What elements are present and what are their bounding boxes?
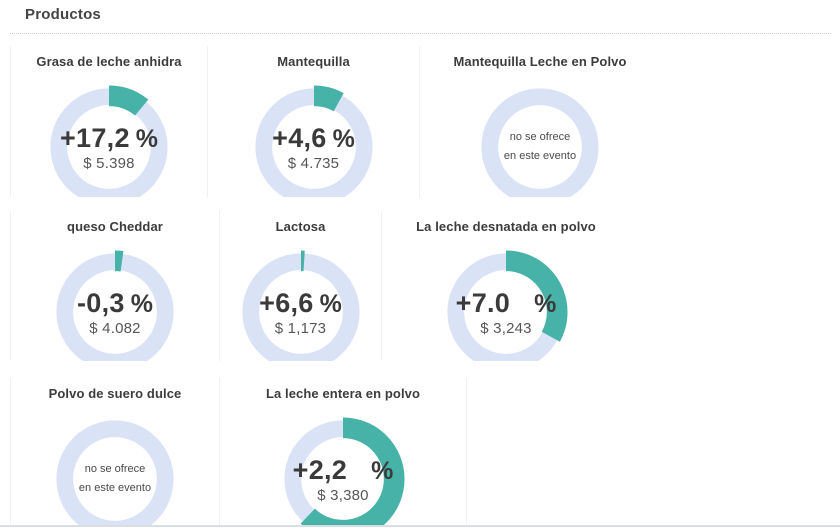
price-change-row: +6,6 % (259, 288, 342, 319)
price-change-value: -0,3 (77, 287, 125, 318)
product-row-2: queso Cheddar -0,3 % $ 4.082 (10, 211, 840, 361)
donut-svg (53, 417, 177, 525)
price-change-row: -0,3 % (77, 288, 153, 319)
product-title: La leche entera en polvo (265, 386, 421, 401)
donut-arc (47, 85, 171, 197)
donut-chart[interactable]: no se ofrece en este evento (476, 83, 604, 197)
product-title: Mantequilla (277, 54, 350, 69)
percent-sign: % (130, 289, 153, 318)
percent-sign: % (319, 289, 342, 318)
donut-svg (238, 250, 363, 361)
donut-center: +17,2 % $ 5.398 (45, 83, 173, 197)
note-line: no se ofrece (509, 130, 571, 143)
percent-sign: % (534, 289, 557, 318)
donut-svg (47, 85, 171, 197)
product-card: Polvo de suero dulce no se ofrece en est… (10, 378, 220, 525)
product-title: Polvo de suero dulce (48, 386, 182, 401)
average-price: $ 4.735 (287, 154, 340, 172)
donut-chart[interactable]: +2,2 % $ 3,380 (279, 415, 407, 525)
donut-chart[interactable]: +4,6 % $ 4.735 (250, 83, 378, 197)
donut-arc (281, 417, 405, 525)
price-change-row: +7.0 % (456, 288, 557, 319)
percent-sign: % (332, 124, 355, 153)
not-offered-note: no se ofrece en este evento (79, 460, 151, 499)
average-price: $ 3,380 (317, 486, 369, 504)
donut-center: -0,3 % $ 4.082 (51, 248, 179, 361)
header-divider (10, 33, 831, 34)
donut-svg (281, 417, 405, 525)
donut-ring (481, 88, 599, 197)
donut-arc (251, 85, 376, 197)
note-line: en este evento (503, 150, 577, 162)
donut-chart[interactable]: no se ofrece en este evento (51, 415, 179, 525)
product-title: queso Cheddar (67, 219, 163, 234)
product-card: Mantequilla +4,6 % $ 4.735 (208, 46, 420, 197)
donut-svg (53, 250, 177, 361)
not-offered-note: no se ofrece en este evento (504, 128, 576, 167)
page-title: Productos (25, 6, 101, 23)
product-card: Mantequilla Leche en Polvo no se ofrece … (420, 46, 660, 197)
product-card: queso Cheddar -0,3 % $ 4.082 (10, 211, 220, 361)
donut-ring (56, 420, 174, 525)
donut-center: no se ofrece en este evento (476, 83, 604, 197)
price-change-value: +17,2 (59, 122, 130, 153)
average-price: $ 3,243 (480, 319, 532, 337)
donut-arc (444, 250, 568, 361)
donut-chart[interactable]: +7.0 % $ 3,243 (442, 248, 570, 361)
note-line: no se ofrece (84, 462, 146, 475)
product-card: Lactosa +6,6 % $ 1,173 (220, 211, 382, 361)
price-change-value: +7.0 (455, 287, 511, 318)
donut-center: +4,6 % $ 4.735 (250, 83, 378, 197)
panel-bottom-border (0, 525, 840, 527)
donut-chart[interactable]: +17,2 % $ 5.398 (45, 83, 173, 197)
average-price: $ 1,173 (274, 319, 327, 337)
donut-chart[interactable]: +6,6 % $ 1,173 (237, 248, 365, 361)
price-change-row: +4,6 % (272, 123, 355, 154)
donut-svg (444, 250, 568, 361)
product-title: Grasa de leche anhidra (36, 54, 182, 69)
price-change-value: +2,2 (292, 454, 348, 485)
donut-svg (251, 85, 376, 197)
average-price: $ 4.082 (89, 319, 141, 337)
donut-arc (53, 250, 177, 361)
product-card: Grasa de leche anhidra +17,2 % $ 5.398 (10, 46, 208, 197)
donut-arc (238, 250, 363, 361)
donut-center: +7.0 % $ 3,243 (442, 248, 570, 361)
price-change-value: +4,6 (272, 122, 327, 153)
product-title: Lactosa (275, 219, 326, 234)
donut-center: +6,6 % $ 1,173 (237, 248, 365, 361)
product-title: Mantequilla Leche en Polvo (453, 54, 627, 69)
donut-center: no se ofrece en este evento (51, 415, 179, 525)
price-change-value: +6,6 (259, 287, 314, 318)
average-price: $ 5.398 (83, 154, 135, 172)
product-row-3: Polvo de suero dulce no se ofrece en est… (10, 378, 840, 525)
donut-chart[interactable]: -0,3 % $ 4.082 (51, 248, 179, 361)
price-change-row: +17,2 % (60, 123, 158, 154)
percent-sign: % (135, 124, 159, 153)
product-title: La leche desnatada en polvo (416, 219, 596, 234)
product-card: La leche entera en polvo +2,2 % $ 3,380 (220, 378, 467, 525)
product-card: La leche desnatada en polvo +7.0 % $ 3,2… (382, 211, 630, 361)
donut-center: +2,2 % $ 3,380 (279, 415, 407, 525)
percent-sign: % (371, 456, 394, 485)
donut-svg (478, 85, 602, 197)
price-change-row: +2,2 % (293, 455, 394, 486)
note-line: en este evento (78, 482, 152, 494)
product-row-1: Grasa de leche anhidra +17,2 % $ 5.398 (10, 46, 840, 197)
